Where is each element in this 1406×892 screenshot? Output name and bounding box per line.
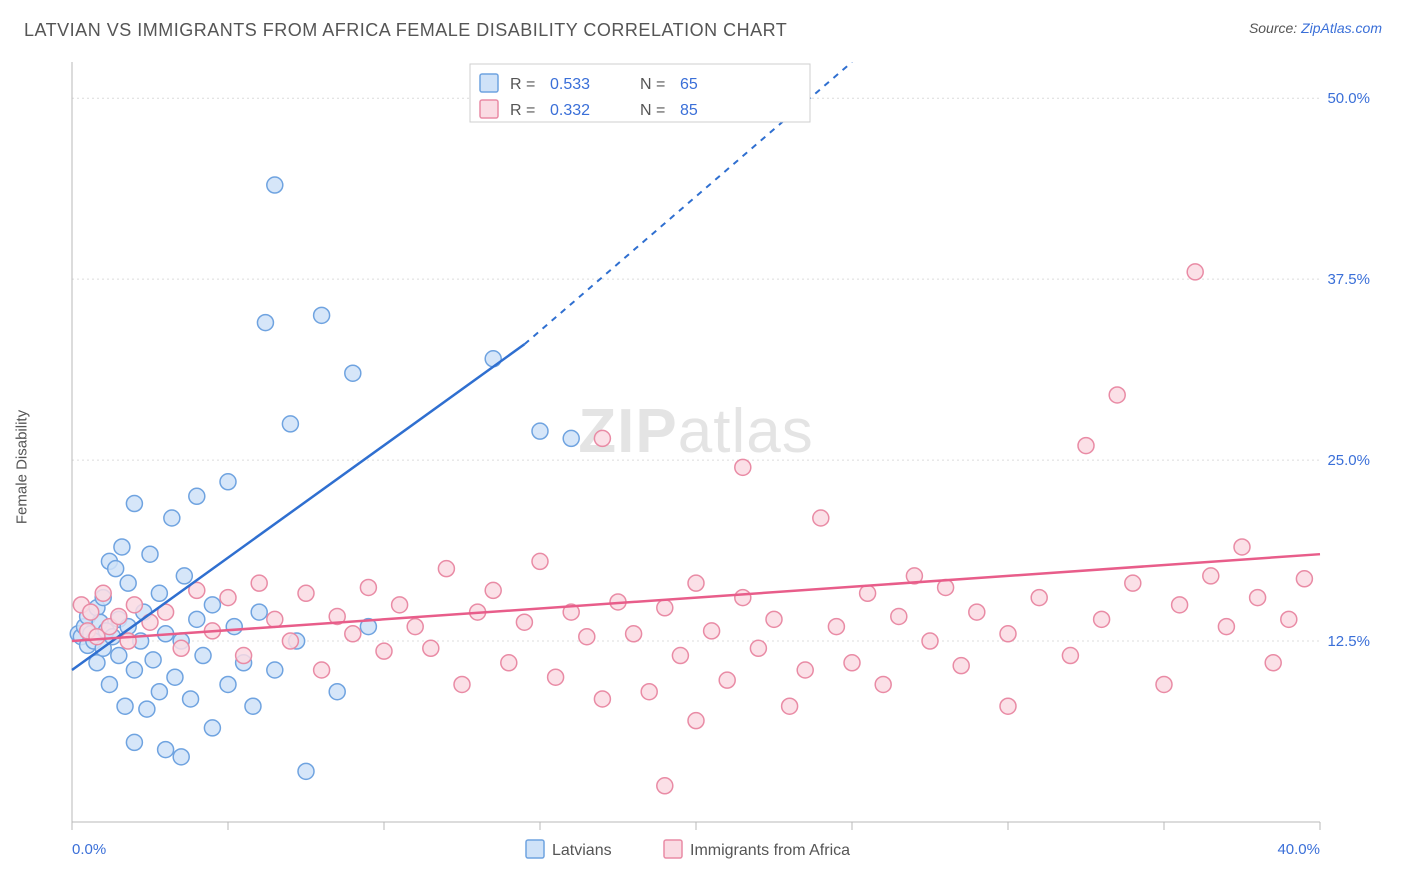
chart-container: LATVIAN VS IMMIGRANTS FROM AFRICA FEMALE… <box>0 0 1406 892</box>
source-attribution: Source: ZipAtlas.com <box>1249 20 1382 36</box>
svg-text:N =: N = <box>640 102 665 119</box>
svg-text:Immigrants from Africa: Immigrants from Africa <box>690 842 850 859</box>
svg-text:ZIPatlas: ZIPatlas <box>578 397 813 466</box>
svg-text:65: 65 <box>680 76 698 93</box>
svg-text:0.332: 0.332 <box>550 102 590 119</box>
svg-text:12.5%: 12.5% <box>1327 633 1370 650</box>
header: LATVIAN VS IMMIGRANTS FROM AFRICA FEMALE… <box>0 0 1406 49</box>
svg-text:R =: R = <box>510 76 535 93</box>
svg-text:85: 85 <box>680 102 698 119</box>
svg-text:N =: N = <box>640 76 665 93</box>
svg-text:25.0%: 25.0% <box>1327 452 1370 469</box>
svg-text:Latvians: Latvians <box>552 842 612 859</box>
source-prefix: Source: <box>1249 20 1301 36</box>
svg-text:40.0%: 40.0% <box>1277 841 1320 858</box>
svg-text:50.0%: 50.0% <box>1327 90 1370 107</box>
svg-text:0.533: 0.533 <box>550 76 590 93</box>
svg-text:R =: R = <box>510 102 535 119</box>
chart-title: LATVIAN VS IMMIGRANTS FROM AFRICA FEMALE… <box>24 20 787 41</box>
svg-text:0.0%: 0.0% <box>72 841 106 858</box>
chart-area: Female Disability 0.0%40.0%12.5%25.0%37.… <box>20 62 1386 872</box>
scatter-chart: 0.0% 40.0% 12.5% 25.0% 37.5% 50.0% ZIPatlas R =… <box>20 62 1386 872</box>
svg-text:37.5%: 37.5% <box>1327 271 1370 288</box>
source-link[interactable]: ZipAtlas.com <box>1301 20 1382 36</box>
y-axis-label: Female Disability <box>14 410 31 524</box>
